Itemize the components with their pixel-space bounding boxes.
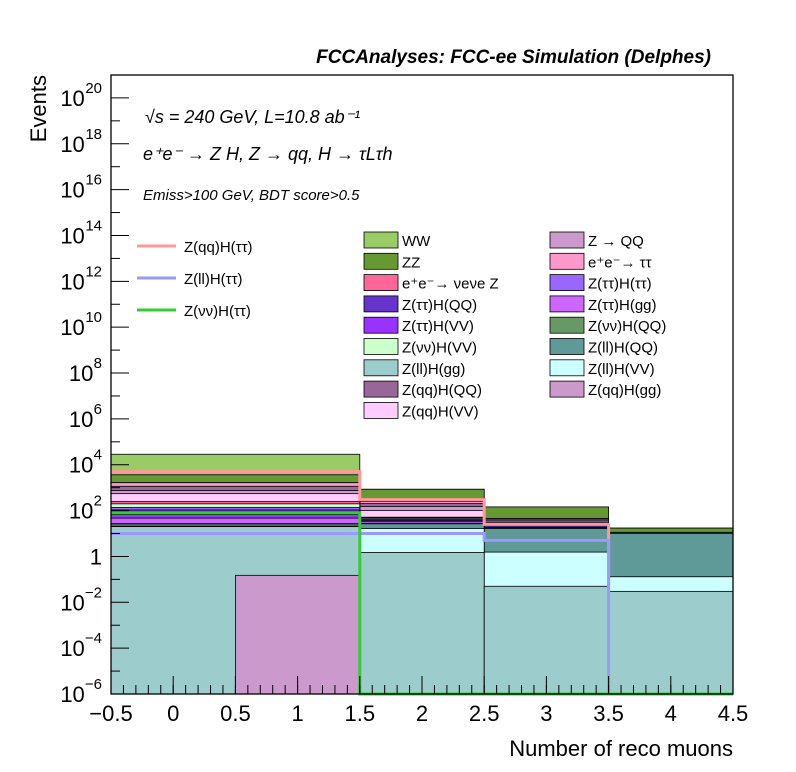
legend-bg-label: ZZ [402, 254, 420, 271]
annotation-process: e⁺e⁻ → Z H, Z → qq, H → τLτh [143, 144, 393, 164]
y-tick-exponent: 18 [85, 126, 102, 143]
y-tick-mantissa: 10 [60, 315, 84, 340]
y-tick-exponent: 16 [85, 172, 102, 189]
legend-bg-swatch [363, 401, 399, 419]
legend-bg-swatch [549, 316, 585, 334]
axes: −0.5 0 0.5 1 1.5 2 2.5 3 3.5 4 4.5−610−410−2101210… [26, 75, 748, 761]
legend-bg-label: Z(ττ)H(VV) [402, 318, 474, 335]
legend-bg-swatch [363, 338, 399, 355]
x-tick-label: 1 [291, 701, 303, 726]
y-tick-mantissa: 10 [60, 269, 84, 294]
y-tick-mantissa: 10 [60, 178, 84, 203]
bar-0-bin-1 [359, 552, 485, 695]
legend-bg-swatch [549, 252, 585, 270]
legend-bg-label: Z(νν)H(QQ) [588, 318, 666, 335]
y-tick-mantissa: 10 [60, 636, 84, 661]
legend-bg-swatch [363, 316, 399, 334]
x-axis-label: Number of reco muons [509, 736, 733, 761]
chart-title: FCCAnalyses: FCC-ee Simulation (Delphes) [316, 47, 711, 68]
legend-bg-label: Z(qq)H(QQ) [402, 382, 482, 399]
legend-bg-swatch [549, 274, 585, 292]
legend-bg-swatch [549, 295, 585, 313]
legend: Z(qq)H(ττ) Z(ll)H(ττ) Z(νν)H(ττ) WW ZZ e⁺e⁻→ … [137, 231, 666, 420]
y-tick-exponent: −2 [85, 584, 102, 601]
legend-bg-label: Z(qq)H(VV) [402, 403, 479, 420]
legend-bg-label: Z(ττ)H(gg) [588, 297, 657, 314]
annotations: FCCAnalyses: FCC-ee Simulation (Delphes)… [143, 47, 711, 204]
y-tick-exponent: −6 [85, 676, 102, 693]
y-tick-mantissa: 10 [69, 361, 93, 386]
y-tick-exponent: 12 [85, 263, 102, 280]
legend-bg-swatch [549, 231, 585, 249]
legend-bg-swatch [363, 359, 399, 377]
legend-bg-swatch [363, 274, 399, 292]
y-tick-mantissa: 10 [69, 407, 93, 432]
x-tick-label: 4 [665, 701, 677, 726]
x-tick-label: 0 [167, 701, 179, 726]
y-tick-exponent: −4 [85, 630, 102, 647]
y-tick-label: 1 [90, 544, 102, 569]
legend-bg-label: e⁺e⁻→ νeνe Z [402, 276, 499, 293]
legend-bg-label: Z(νν)H(VV) [402, 340, 477, 357]
y-axis-label: Events [26, 75, 51, 142]
legend-bg-label: Z(ll)H(VV) [588, 361, 655, 378]
x-tick-label: 4.5 [718, 701, 749, 726]
annotation-selection: Emiss>100 GeV, BDT score>0.5 [143, 187, 360, 204]
legend-bg-swatch [549, 359, 585, 377]
y-tick-mantissa: 10 [60, 223, 84, 248]
x-tick-label: 3.5 [593, 701, 624, 726]
y-tick-mantissa: 10 [69, 453, 93, 478]
legend-bg-swatch [363, 380, 399, 398]
y-tick-mantissa: 10 [60, 590, 84, 615]
stacked-histogram [110, 453, 734, 695]
legend-bg-label: Z → QQ [588, 233, 644, 250]
y-tick-exponent: 14 [85, 217, 102, 234]
y-tick-exponent: 6 [94, 401, 102, 418]
x-tick-label: 3 [540, 701, 552, 726]
x-tick-label: −0.5 [89, 701, 132, 726]
y-tick-exponent: 2 [94, 493, 102, 510]
overlay-bar-0 [234, 574, 361, 695]
x-tick-label: 0.5 [220, 701, 251, 726]
legend-bg-label: Z(ττ)H(QQ) [402, 297, 477, 314]
legend-bg-swatch [549, 338, 585, 355]
legend-bg-label: WW [402, 233, 431, 250]
legend-bg-swatch [363, 252, 399, 270]
x-tick-label: 1.5 [345, 701, 376, 726]
legend-bg-swatch [549, 380, 585, 398]
legend-bg-label: Z(qq)H(gg) [588, 382, 661, 399]
y-tick-exponent: 20 [85, 80, 102, 97]
legend-bg-label: Z(ττ)H(ττ) [588, 276, 652, 293]
legend-signal-label: Z(ll)H(ττ) [184, 271, 243, 288]
y-tick-exponent: 10 [85, 309, 102, 326]
y-tick-mantissa: 10 [69, 499, 93, 524]
legend-signal-label: Z(qq)H(ττ) [184, 239, 253, 256]
y-tick-mantissa: 10 [60, 132, 84, 157]
legend-bg-label: Z(ll)H(gg) [402, 361, 465, 378]
y-tick-mantissa: 10 [60, 86, 84, 111]
x-tick-label: 2 [416, 701, 428, 726]
x-tick-label: 2.5 [469, 701, 500, 726]
y-tick-mantissa: 10 [60, 682, 84, 707]
legend-bg-swatch [363, 295, 399, 313]
y-tick-exponent: 4 [94, 447, 102, 464]
legend-bg-label: e⁺e⁻→ ττ [588, 254, 652, 271]
y-tick-exponent: 8 [94, 355, 102, 372]
legend-bg-label: Z(ll)H(QQ) [588, 340, 658, 357]
legend-bg-swatch [363, 231, 399, 249]
legend-signal-label: Z(νν)H(ττ) [184, 303, 251, 320]
annotation-energy-lumi: √s = 240 GeV, L=10.8 ab⁻¹ [145, 107, 360, 127]
